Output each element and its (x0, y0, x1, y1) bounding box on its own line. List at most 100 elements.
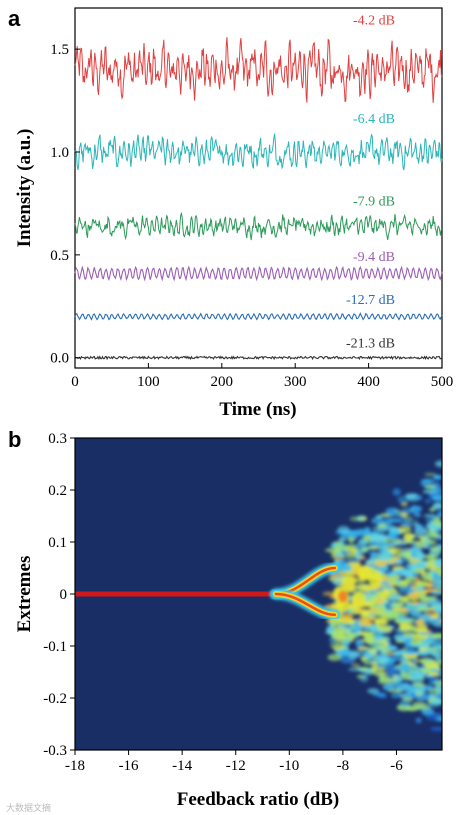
heatmap-cell (412, 688, 426, 693)
heatmap-cell (382, 538, 395, 543)
heatmap-cell (414, 540, 428, 549)
panel-a-x-axis-title: Time (ns) (219, 399, 296, 420)
x-tick-label: -6 (390, 758, 403, 774)
heatmap-cell (394, 556, 401, 562)
x-tick-label: 100 (137, 374, 160, 390)
heatmap-cell (375, 515, 383, 520)
heatmap-cell (334, 627, 350, 635)
heatmap-cell (351, 663, 361, 667)
heatmap-cell (332, 644, 345, 651)
heatmap-cell (404, 684, 419, 688)
heatmap-cell (387, 528, 401, 533)
x-tick-label: 300 (284, 374, 307, 390)
heatmap-cell (387, 577, 398, 584)
panel-a-plot-frame (74, 7, 443, 369)
panel-label-b: b (8, 427, 21, 452)
heatmap-cell (393, 634, 408, 641)
heatmap-cell (412, 519, 419, 525)
heatmap-cell (387, 509, 396, 516)
heatmap-cell (382, 685, 395, 691)
heatmap-cell (337, 525, 350, 534)
heatmap-cell (359, 675, 369, 683)
heatmap-cell (377, 694, 388, 699)
panel-a-axis-ticks: 0 100 200 300 400 500 0.0 0.5 1.0 1.5 (50, 42, 453, 390)
heatmap-cell (425, 637, 437, 645)
heatmap-cell (430, 633, 442, 639)
heatmap-cell (415, 717, 422, 724)
heatmap-cell (397, 525, 412, 531)
heatmap-cell (436, 536, 442, 541)
heatmap-cell (382, 550, 392, 554)
heatmap-cell (369, 645, 380, 651)
heatmap-cell (424, 563, 438, 569)
heatmap-cell (430, 574, 442, 582)
heatmap-cell (410, 639, 424, 646)
heatmap-cell (431, 699, 442, 705)
heatmap-cell (386, 518, 402, 523)
y-tick-label: 1.5 (50, 42, 69, 58)
heatmap-cell (393, 513, 403, 518)
series-line-64db (74, 133, 443, 171)
heatmap-cell (388, 571, 397, 576)
heatmap-cell (351, 591, 366, 608)
heatmap-cell (374, 541, 389, 548)
panel-a-line-chart: 0 100 200 300 400 500 0.0 0.5 1.0 1.5 -4.2 dB -6.4… (14, 7, 453, 420)
heatmap-cell (381, 636, 389, 642)
y-tick-label: 0.3 (48, 431, 67, 447)
heatmap-cell (330, 631, 339, 639)
heatmap-cell (378, 656, 390, 663)
heatmap-cell (436, 658, 442, 666)
heatmap-cell (404, 604, 419, 611)
heatmap-cell (430, 590, 442, 595)
heatmap-cell (356, 515, 366, 522)
series-label: -9.4 dB (353, 250, 395, 265)
panel-a-y-axis-title: Intensity (a.u.) (14, 129, 35, 248)
heatmap-cell (327, 653, 342, 662)
heatmap-cell (414, 668, 422, 675)
heatmap-cell (401, 697, 414, 702)
heatmap-cell (374, 671, 388, 677)
heatmap-cell (390, 692, 401, 699)
heatmap-cell (425, 675, 434, 679)
heatmap-cell (435, 645, 442, 650)
heatmap-cell (376, 554, 391, 561)
heatmap-cell (409, 563, 419, 570)
heatmap-cell (433, 495, 442, 502)
series-line-213db (74, 355, 443, 361)
heatmap-cell (364, 526, 371, 535)
x-tick-label: -8 (337, 758, 350, 774)
heatmap-cell (361, 631, 377, 638)
heatmap-cell (419, 667, 432, 673)
heatmap-cell (368, 570, 383, 587)
heatmap-cell (387, 645, 398, 650)
heatmap-cell (415, 618, 425, 627)
heatmap-cell (404, 576, 417, 581)
series-line-42db (74, 37, 443, 103)
heatmap-cell (328, 620, 341, 626)
heatmap-cell (394, 560, 403, 565)
series-label: -12.7 dB (346, 293, 395, 308)
series-line-79db (74, 211, 443, 241)
heatmap-cell (424, 596, 436, 601)
heatmap-cell (414, 705, 431, 710)
heatmap-cell (357, 621, 374, 626)
heatmap-cell (386, 672, 397, 677)
heatmap-cell (377, 646, 389, 650)
heatmap-cell (426, 713, 440, 721)
heatmap-cell (400, 656, 408, 662)
watermark: 大数据文摘 (6, 802, 51, 814)
period-one-lower-branch (274, 592, 337, 617)
heatmap-cell (338, 563, 353, 571)
heatmap-cell (399, 623, 412, 631)
heatmap-cell (334, 552, 344, 557)
heatmap-cell (413, 508, 420, 516)
heatmap-cell (356, 639, 363, 647)
heatmap-cell (394, 618, 403, 624)
heatmap-cell (403, 617, 417, 624)
heatmap-cell (372, 594, 382, 599)
heatmap-cell (374, 616, 386, 625)
heatmap-cell (429, 507, 436, 512)
heatmap-cell (376, 609, 387, 615)
y-tick-label: 1.0 (50, 145, 69, 161)
heatmap-cell (424, 472, 437, 477)
